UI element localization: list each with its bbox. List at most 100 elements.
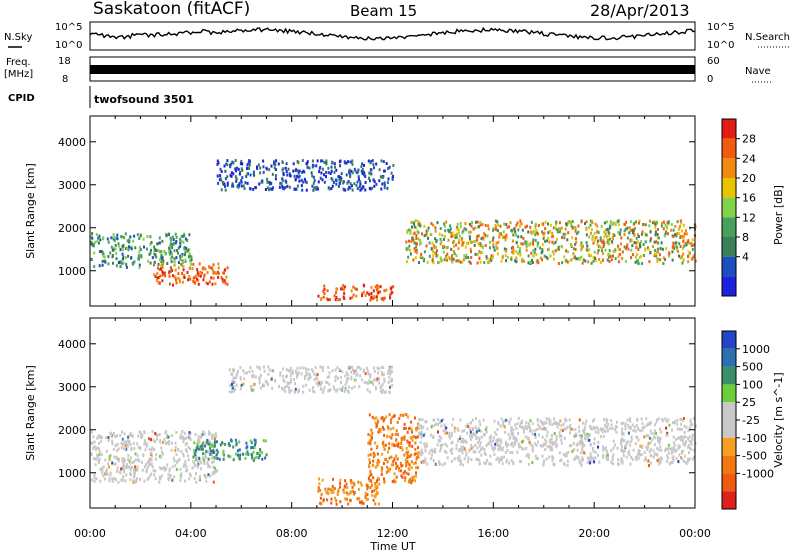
velocity-echo-cell-5	[593, 418, 596, 421]
velocity-echo-cell-1	[192, 455, 195, 459]
velocity-echo-cell-3	[388, 456, 391, 460]
velocity-echo-cell-5	[665, 447, 668, 451]
velocity-echo-cell-5	[664, 417, 667, 421]
power-echo-cell-4	[651, 245, 654, 248]
power-echo-cell-4	[648, 224, 651, 228]
velocity-echo-cell-5	[424, 445, 427, 449]
power-echo-cell-4	[662, 220, 665, 224]
power-echo-cell-4	[574, 242, 577, 246]
velocity-echo-cell-4	[370, 380, 373, 384]
velocity-echo-cell-4	[341, 370, 344, 374]
velocity-echo-cell-5	[689, 419, 692, 423]
velocity-echo-cell-5	[656, 459, 659, 463]
velocity-echo-cell-3	[406, 415, 409, 419]
velocity-echo-cell-0	[124, 479, 127, 483]
velocity-echo-cell-4	[305, 367, 307, 371]
power-echo-cell-0	[109, 251, 112, 255]
power-echo-cell-2	[259, 171, 262, 175]
velocity-echo-cell-4	[389, 391, 391, 395]
velocity-echo-cell-4	[299, 366, 302, 370]
velocity-echo-cell-3	[415, 474, 417, 478]
velocity-echo-cell-5	[451, 440, 454, 444]
velocity-echo-cell-1	[239, 453, 242, 457]
power-echo-cell-4	[407, 255, 410, 259]
velocity-echo-cell-3	[367, 476, 370, 480]
velocity-echo-cell-1	[214, 456, 217, 460]
velocity-echo-cell-5	[528, 429, 531, 433]
power-echo-cell-4	[631, 231, 634, 235]
velocity-echo-cell-5	[527, 425, 530, 429]
power-echo-cell-4	[504, 249, 507, 253]
power-echo-cell-2	[327, 171, 330, 175]
velocity-echo-cell-4	[231, 368, 234, 372]
power-echo-cell-2	[349, 160, 352, 164]
velocity-echo-cell-5	[641, 428, 644, 432]
velocity-echo-cell-5	[655, 420, 658, 424]
velocity-echo-cell-0	[189, 447, 192, 451]
velocity-echo-cell-2	[376, 484, 379, 488]
velocity-echo-cell-2	[378, 482, 381, 486]
velocity-echo-cell-0	[148, 447, 151, 451]
power-echo-cell-4	[479, 242, 482, 246]
velocity-echo-cell-4	[368, 379, 371, 383]
velocity-echo-cell-0	[121, 467, 124, 471]
velocity-echo-cell-0	[165, 467, 168, 471]
power-echo-cell-3	[336, 287, 339, 291]
velocity-echo-cell-4	[302, 366, 305, 370]
velocity-echo-cell-3	[408, 444, 411, 448]
velocity-echo-cell-0	[185, 469, 188, 473]
power-echo-cell-2	[288, 174, 291, 178]
power-echo-cell-4	[657, 236, 660, 240]
velocity-echo-cell-4	[378, 377, 381, 381]
power-echo-cell-2	[312, 181, 315, 185]
velocity-echo-cell-5	[607, 458, 609, 462]
power-echo-cell-0	[133, 234, 136, 238]
power-echo-cell-2	[301, 171, 303, 174]
velocity-echo-cell-1	[206, 438, 209, 442]
velocity-echo-cell-5	[582, 429, 584, 433]
power-echo-cell-1	[164, 274, 167, 278]
power-echo-cell-4	[575, 240, 578, 244]
power-echo-cell-4	[637, 261, 640, 265]
velocity-echo-cell-5	[519, 460, 521, 463]
power-echo-cell-2	[354, 169, 357, 173]
velocity-echo-cell-5	[545, 417, 548, 421]
power-echo-cell-2	[234, 159, 237, 162]
power-echo-cell-2	[220, 170, 223, 173]
velocity-echo-cell-5	[428, 451, 431, 455]
power-echo-cell-4	[425, 232, 428, 236]
velocity-echo-cell-5	[437, 418, 440, 421]
velocity-echo-cell-4	[375, 387, 377, 391]
velocity-echo-cell-5	[485, 461, 487, 465]
power-echo-cell-4	[607, 253, 610, 257]
power-echo-cell-4	[406, 260, 408, 264]
velocity-echo-cell-5	[434, 447, 437, 451]
velocity-echo-cell-2	[331, 488, 334, 492]
power-echo-cell-4	[406, 231, 409, 234]
power-echo-cell-4	[410, 221, 413, 224]
power-echo-cell-4	[413, 231, 416, 235]
velocity-echo-cell-5	[534, 435, 537, 439]
velocity-echo-cell-5	[555, 438, 558, 442]
velocity-echo-cell-0	[160, 450, 163, 454]
velocity-echo-cell-5	[646, 423, 648, 427]
power-echo-cell-4	[418, 238, 421, 242]
power-echo-cell-0	[183, 247, 186, 251]
velocity-echo-cell-1	[198, 456, 201, 460]
power-echo-cell-1	[169, 269, 172, 273]
velocity-echo-cell-5	[505, 460, 508, 464]
velocity-echo-cell-5	[501, 462, 504, 466]
velocity-echo-cell-5	[521, 419, 524, 423]
power-echo-cell-4	[418, 261, 420, 265]
power-echo-cell-4	[548, 247, 550, 251]
velocity-echo-cell-5	[550, 434, 553, 438]
power-echo-cell-2	[333, 162, 336, 166]
velocity-echo-cell-3	[388, 446, 391, 450]
power-echo-cell-4	[608, 231, 611, 235]
power-echo-cell-3	[334, 298, 337, 302]
power-echo-cell-4	[532, 254, 535, 258]
power-echo-cell-0	[184, 258, 187, 262]
power-echo-cell-4	[489, 257, 492, 261]
nsky-panel: N.Sky 10^5 10^0 10^5 10^0 N.Search	[4, 21, 790, 51]
power-echo-cell-4	[544, 220, 547, 224]
